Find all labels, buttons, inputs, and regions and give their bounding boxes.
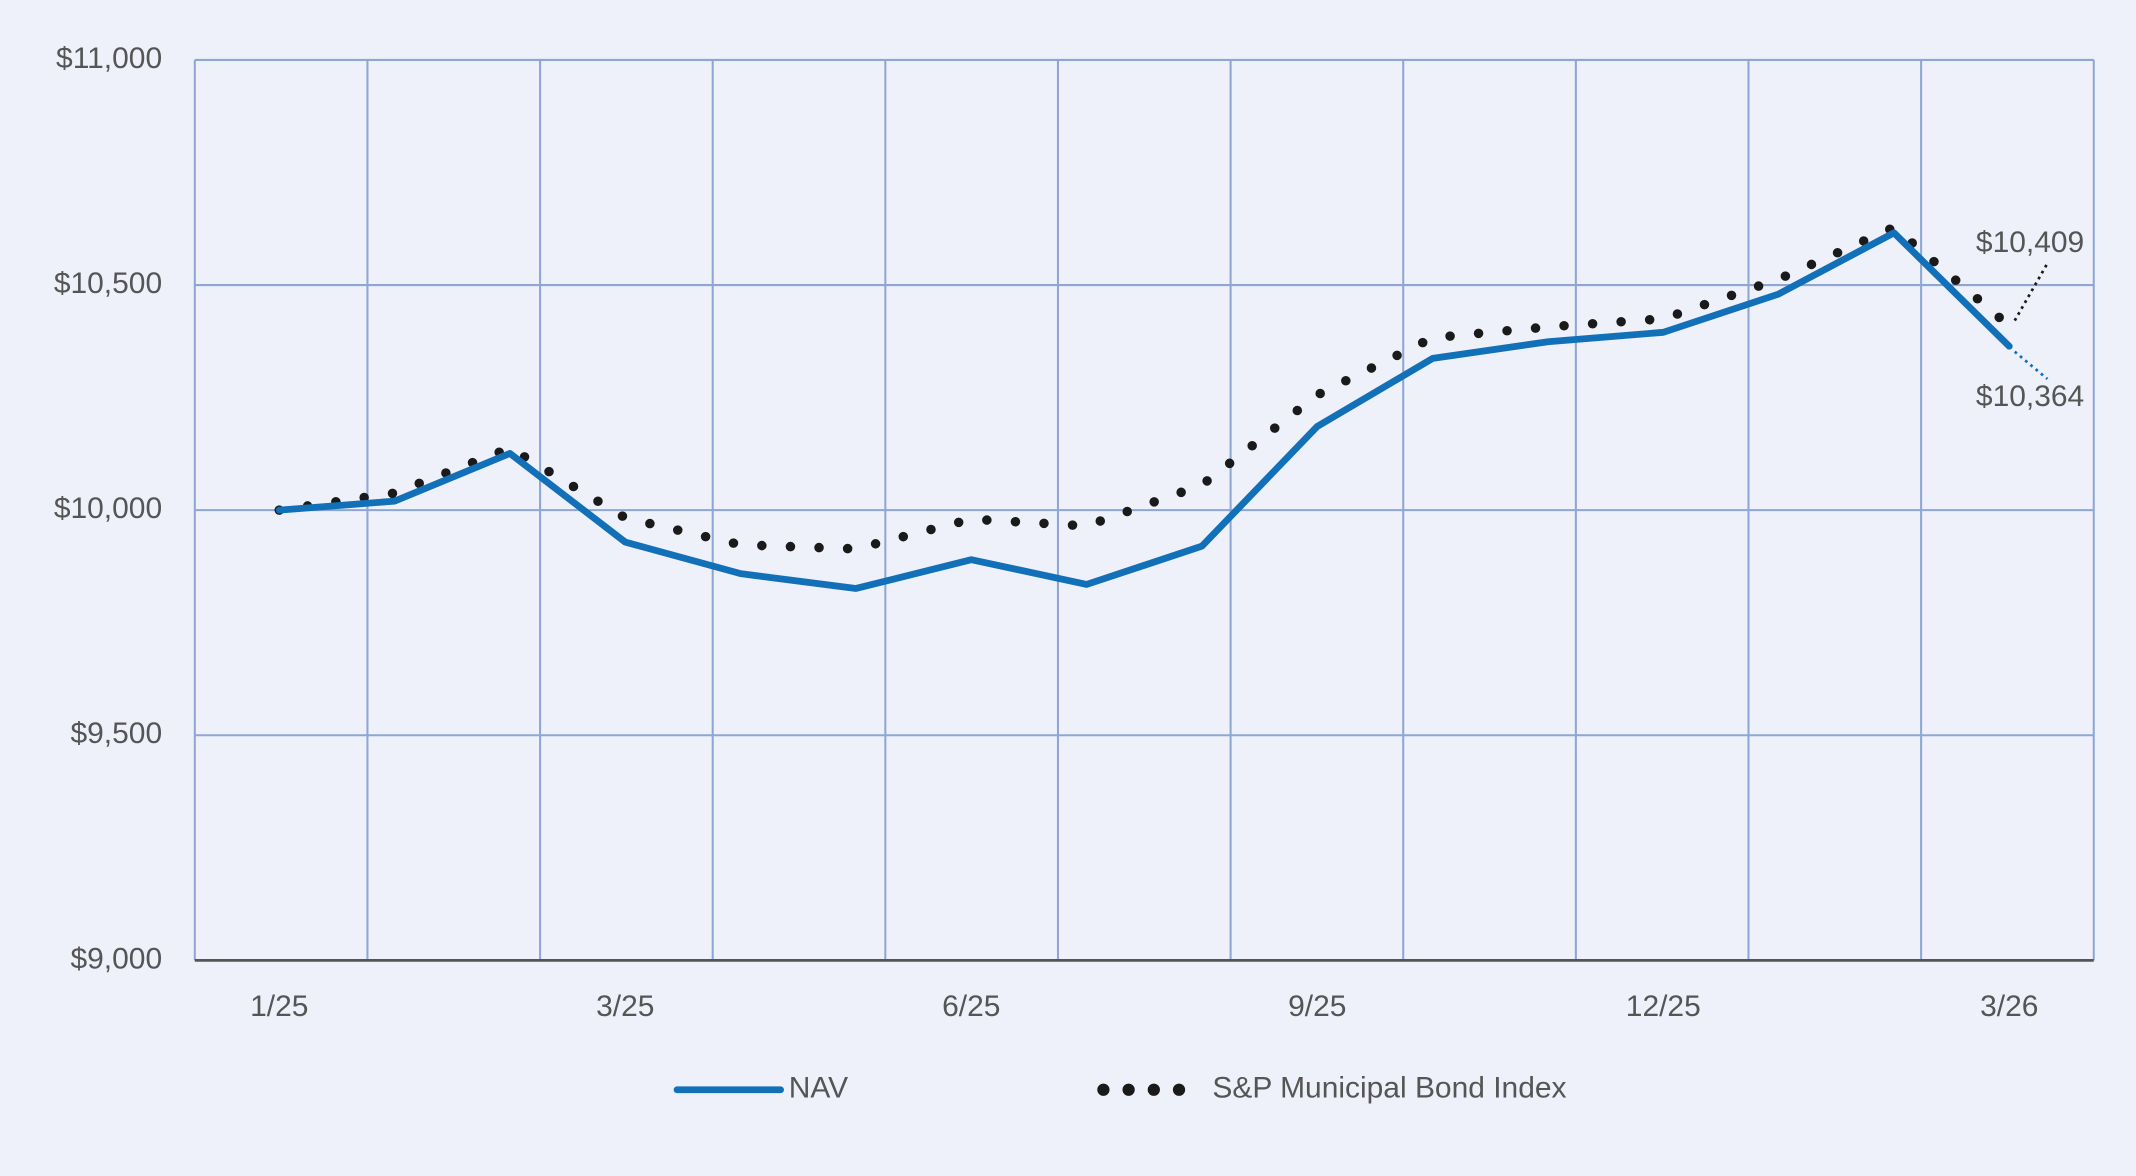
y-tick-label: $11,000 (56, 42, 162, 75)
legend-label: S&P Municipal Bond Index (1212, 1072, 1566, 1105)
y-tick-label: $10,500 (54, 267, 162, 300)
line-series (275, 229, 2013, 592)
label-leader (2013, 262, 2049, 322)
data-label: $10,409 (1976, 226, 2084, 259)
x-tick-label: 12/25 (1626, 990, 1701, 1023)
y-tick-label: $9,500 (71, 717, 163, 750)
x-tick-label: 3/26 (1980, 990, 2038, 1023)
y-tick-label: $9,000 (71, 942, 163, 975)
label-leader (2013, 350, 2049, 381)
x-tick-label: 1/25 (250, 990, 308, 1023)
y-tick-label: $10,000 (54, 492, 162, 525)
x-tick-label: 9/25 (1288, 990, 1346, 1023)
x-tick-label: 6/25 (942, 990, 1000, 1023)
data-label: $10,364 (1976, 380, 2084, 413)
legend-label: NAV (789, 1072, 848, 1105)
x-tick-label: 3/25 (596, 990, 654, 1023)
